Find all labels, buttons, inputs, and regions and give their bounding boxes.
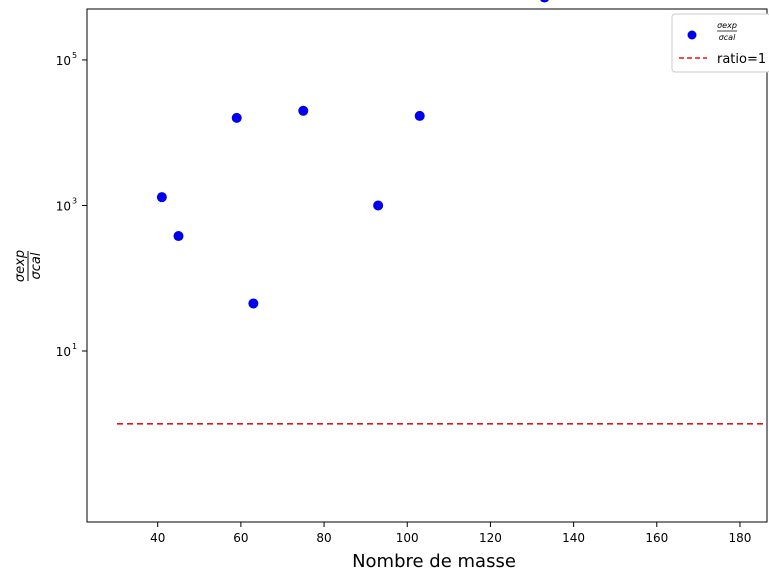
y-axis-label-numerator: σexp — [13, 250, 28, 282]
x-tick-label: 180 — [729, 531, 752, 545]
x-tick-label: 40 — [150, 531, 165, 545]
y-axis-ticks: 101103105107 — [56, 51, 87, 359]
y-tick-exponent: 5 — [72, 51, 77, 60]
legend-scatter-label-denominator: σcal — [719, 33, 736, 42]
data-point — [373, 200, 384, 211]
y-tick-exponent: 1 — [72, 342, 77, 351]
x-tick-label: 100 — [396, 531, 419, 545]
y-tick-label: 10 — [56, 345, 71, 359]
legend-line-label: ratio=1 — [717, 52, 766, 67]
data-point — [248, 298, 259, 309]
y-tick-label: 10 — [56, 199, 71, 213]
legend: σexp σcal ratio=1 — [671, 13, 769, 73]
data-point — [173, 231, 184, 242]
x-tick-label: 140 — [562, 531, 585, 545]
data-point — [156, 192, 167, 203]
data-point — [540, 0, 549, 3]
legend-scatter-label-numerator: σexp — [717, 21, 737, 30]
x-tick-label: 80 — [316, 531, 331, 545]
x-tick-label: 160 — [645, 531, 668, 545]
data-point — [231, 112, 242, 123]
y-tick-label: 10 — [56, 54, 71, 68]
legend-scatter-marker — [687, 30, 697, 40]
plot-area — [86, 8, 768, 523]
x-tick-label: 60 — [233, 531, 248, 545]
data-point — [298, 105, 309, 116]
data-point — [414, 110, 425, 121]
x-tick-label: 120 — [479, 531, 502, 545]
y-axis-label: σexp σcal — [13, 250, 44, 282]
y-axis-label-denominator: σcal — [29, 252, 44, 279]
x-axis-label: Nombre de masse — [352, 551, 516, 569]
y-tick-exponent: 3 — [72, 196, 77, 205]
x-axis-ticks: 40 60 80 100 120 140 160 180 — [150, 522, 751, 545]
